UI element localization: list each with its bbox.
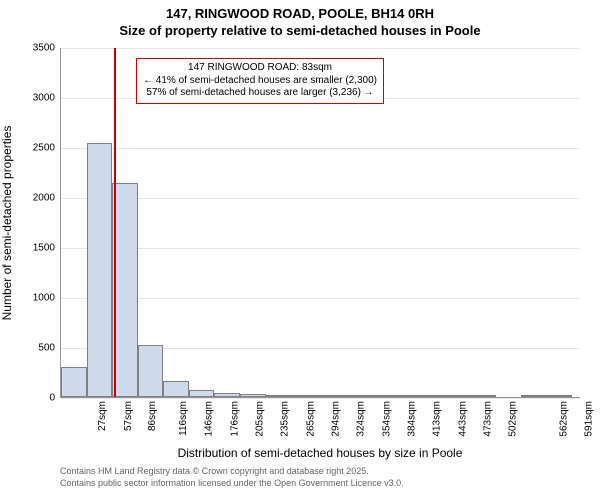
histogram-bar [547,395,573,397]
x-tick-label: 413sqm [432,401,443,437]
y-axis-label: Number of semi-detached properties [0,126,14,321]
x-tick-label: 354sqm [381,401,392,437]
y-tick-label: 1000 [33,293,61,304]
histogram-bar [368,395,394,397]
plot-area: 0500100015002000250030003500147 RINGWOOD… [60,48,580,398]
histogram-bar [189,390,215,397]
histogram-bar [342,395,368,397]
x-tick-label: 324sqm [356,401,367,437]
gridline [61,48,580,49]
credits-line2: Contains public sector information licen… [60,478,404,490]
x-axis-label: Distribution of semi-detached houses by … [60,446,580,460]
title-line2: Size of property relative to semi-detach… [0,23,600,40]
y-tick-label: 0 [49,393,61,404]
histogram-bar [240,394,266,397]
histogram-bar [138,345,164,397]
gridline [61,248,580,249]
gridline [61,148,580,149]
x-tick-label: 384sqm [407,401,418,437]
histogram-bar [445,395,471,397]
histogram-bar [419,395,445,397]
gridline [61,198,580,199]
y-tick-label: 2500 [33,143,61,154]
x-tick-label: 176sqm [230,401,241,437]
x-tick-label: 205sqm [254,401,265,437]
y-tick-label: 3500 [33,43,61,54]
x-tick-label: 86sqm [147,401,158,431]
x-tick-label: 473sqm [483,401,494,437]
annotation-line: ← 41% of semi-detached houses are smalle… [143,75,377,88]
gridline [61,298,580,299]
x-tick-label: 265sqm [305,401,316,437]
x-tick-label: 502sqm [507,401,518,437]
credits-line1: Contains HM Land Registry data © Crown c… [60,466,404,478]
x-tick-label: 562sqm [559,401,570,437]
x-tick-label: 591sqm [583,401,594,437]
histogram-bar [163,381,189,397]
y-tick-label: 3000 [33,93,61,104]
x-tick-label: 57sqm [123,401,134,431]
x-tick-label: 146sqm [204,401,215,437]
annotation-box: 147 RINGWOOD ROAD: 83sqm← 41% of semi-de… [136,58,384,104]
histogram-bar [521,395,547,397]
y-tick-label: 1500 [33,243,61,254]
annotation-line: 147 RINGWOOD ROAD: 83sqm [143,62,377,75]
y-tick-label: 2000 [33,193,61,204]
histogram-bar [87,143,113,397]
credits: Contains HM Land Registry data © Crown c… [60,466,404,489]
x-tick-label: 294sqm [330,401,341,437]
histogram-bar [317,395,343,397]
title-line1: 147, RINGWOOD ROAD, POOLE, BH14 0RH [0,6,600,23]
x-tick-label: 116sqm [178,401,189,436]
annotation-line: 57% of semi-detached houses are larger (… [143,87,377,100]
histogram-bar [393,395,419,397]
histogram-bar [112,183,138,397]
histogram-bar [266,395,292,397]
histogram-bar [214,393,240,397]
y-tick-label: 500 [38,343,61,354]
gridline [61,398,580,399]
chart-title: 147, RINGWOOD ROAD, POOLE, BH14 0RH Size… [0,0,600,40]
x-tick-label: 27sqm [97,401,108,431]
histogram-bar [470,395,496,397]
x-tick-label: 235sqm [280,401,291,437]
histogram-bar [291,395,317,397]
x-tick-label: 443sqm [457,401,468,437]
property-marker-line [114,48,116,397]
histogram-bar [61,367,87,397]
